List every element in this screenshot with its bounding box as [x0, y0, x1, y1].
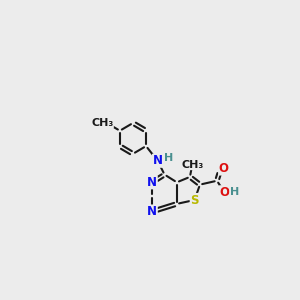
Text: S: S — [190, 194, 199, 206]
Text: CH₃: CH₃ — [91, 118, 113, 128]
Text: O: O — [219, 162, 229, 175]
Text: H: H — [230, 187, 239, 197]
Text: N: N — [153, 154, 163, 167]
Text: CH₃: CH₃ — [181, 160, 203, 170]
Text: N: N — [147, 176, 157, 189]
Text: O: O — [220, 186, 230, 199]
Text: N: N — [147, 205, 157, 218]
Text: H: H — [164, 153, 173, 163]
